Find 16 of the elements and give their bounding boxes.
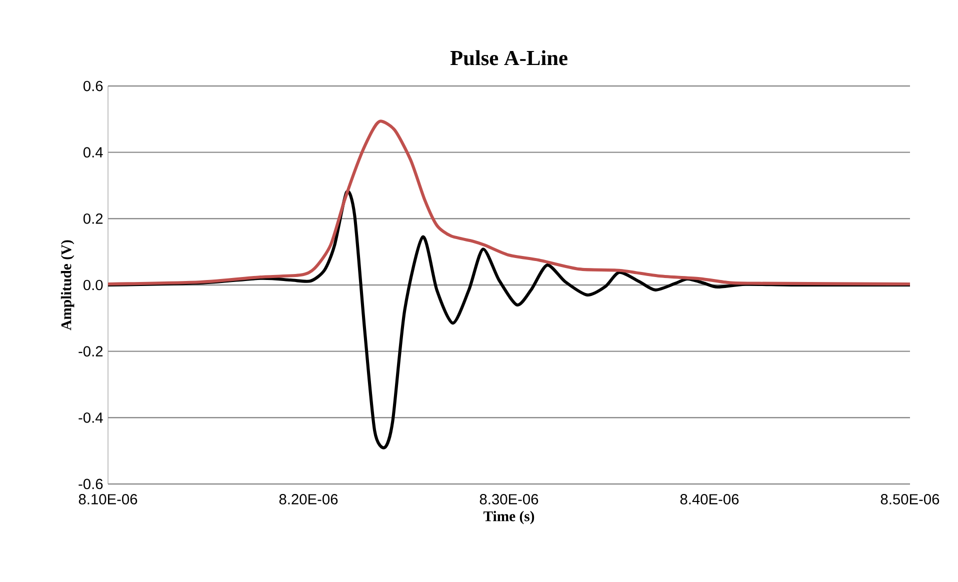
chart-title: Pulse A-Line	[450, 50, 568, 66]
y-tick-label: -0.6	[78, 478, 103, 490]
x-tick-label: 8.10E-06	[78, 494, 138, 504]
x-axis-title: Time (s)	[484, 510, 534, 524]
x-tick-label: 8.30E-06	[480, 494, 538, 504]
y-tick-label: 0.4	[83, 147, 103, 158]
y-axis-title: Amplitude (V)	[60, 240, 74, 330]
x-tick-label: 8.40E-06	[680, 494, 739, 504]
x-tick-label: 8.50E-06	[880, 494, 940, 504]
y-tick-label: 0.2	[83, 213, 103, 224]
x-tick-label: 8.20E-06	[279, 494, 338, 504]
y-tick-label: -0.4	[78, 412, 103, 423]
y-tick-label: -0.2	[78, 346, 103, 357]
line-series	[108, 120, 910, 286]
y-tick-label: 0.0	[83, 280, 103, 290]
y-tick-label: 0.6	[83, 80, 103, 92]
